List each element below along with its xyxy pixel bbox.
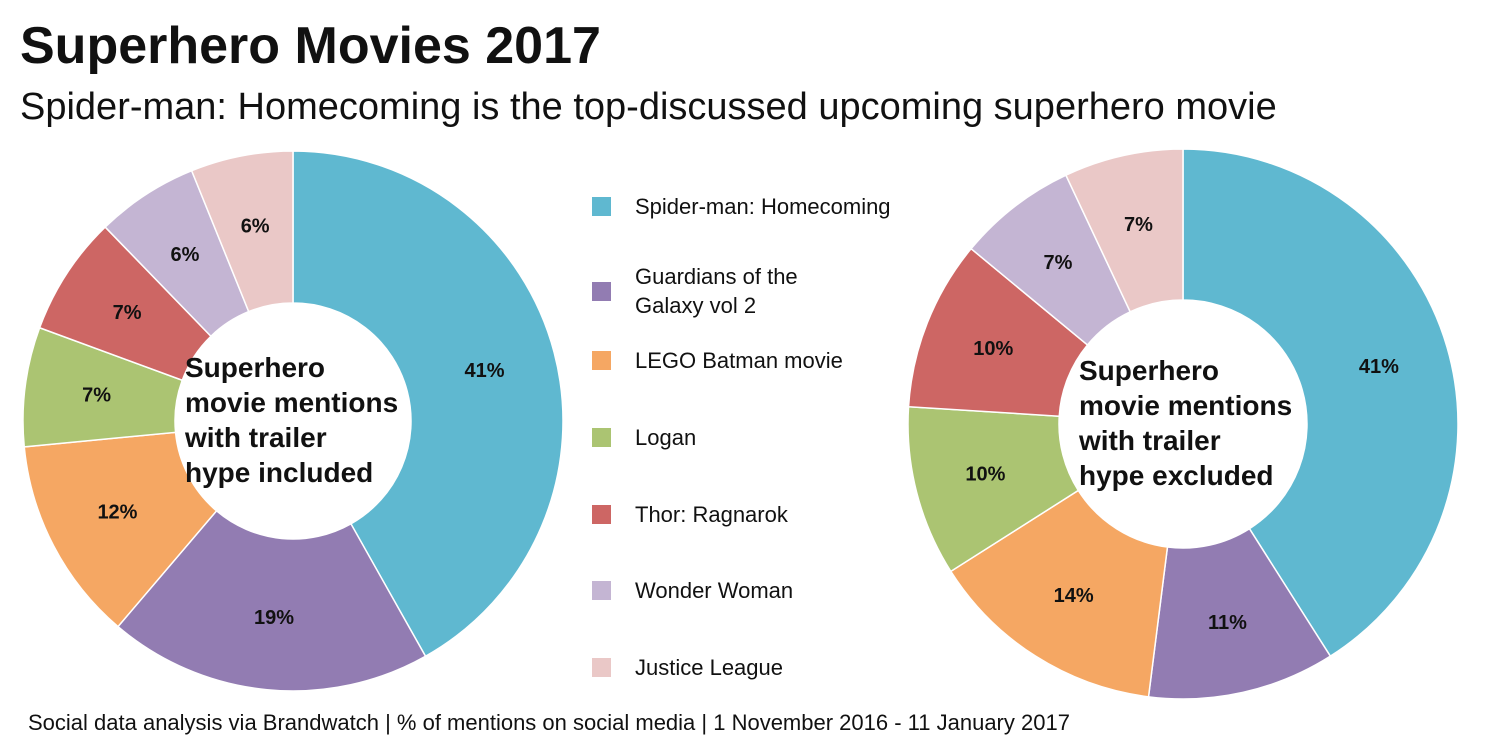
slice-label-guardians-included: 19% bbox=[254, 607, 294, 629]
legend-swatch-spider-man bbox=[592, 197, 611, 216]
slice-guardians-included bbox=[116, 509, 427, 692]
legend-item-spider-man: Spider-man: Homecoming bbox=[592, 192, 891, 221]
legend-item-thor: Thor: Ragnarok bbox=[592, 500, 788, 529]
slice-label-spider-man-excluded: 41% bbox=[1359, 356, 1399, 378]
slice-label-lego-batman-included: 12% bbox=[97, 502, 137, 524]
slice-label-logan-excluded: 10% bbox=[965, 464, 1005, 486]
legend-item-wonder-woman: Wonder Woman bbox=[592, 576, 793, 605]
slice-label-lego-batman-excluded: 14% bbox=[1054, 585, 1094, 607]
donut-chart-trailer-excluded: 41% 11% 14% 10% 10% 7% 7% bbox=[907, 148, 1459, 700]
slice-lego-batman-excluded bbox=[949, 489, 1169, 698]
legend-item-logan: Logan bbox=[592, 423, 696, 452]
slice-spider-man-included bbox=[292, 150, 564, 658]
legend-swatch-wonder-woman bbox=[592, 581, 611, 600]
legend-label-justice-league: Justice League bbox=[635, 655, 783, 680]
slice-justice-league-excluded bbox=[1064, 148, 1184, 313]
slice-justice-league-included bbox=[190, 150, 294, 313]
slice-label-logan-included: 7% bbox=[82, 385, 111, 407]
slice-label-justice-league-included: 6% bbox=[241, 216, 270, 238]
slice-label-thor-excluded: 10% bbox=[973, 338, 1013, 360]
donut-chart-trailer-included: 41% 19% 12% 7% 7% 6% 6% bbox=[22, 150, 564, 692]
slice-label-guardians-excluded: 11% bbox=[1208, 612, 1247, 634]
legend-swatch-justice-league bbox=[592, 658, 611, 677]
legend-swatch-lego-batman bbox=[592, 351, 611, 370]
legend-label-wonder-woman: Wonder Woman bbox=[635, 578, 794, 603]
slice-spider-man-excluded bbox=[1182, 148, 1459, 658]
legend-swatch-thor bbox=[592, 505, 611, 524]
legend-label-thor: Thor: Ragnarok bbox=[635, 502, 788, 527]
slice-label-justice-league-excluded: 7% bbox=[1124, 214, 1153, 236]
legend-swatch-logan bbox=[592, 428, 611, 447]
donut-center-label-included: Superhero movie mentions with trailer hy… bbox=[185, 352, 399, 488]
legend-swatch-guardians bbox=[592, 281, 611, 301]
slice-label-thor-included: 7% bbox=[113, 302, 142, 324]
legend-item-lego-batman: LEGO Batman movie bbox=[592, 346, 843, 375]
legend-label-logan: Logan bbox=[635, 425, 697, 450]
slice-label-wonder-woman-excluded: 7% bbox=[1044, 252, 1073, 274]
source-footnote: Social data analysis via Brandwatch | % … bbox=[28, 710, 1070, 735]
donut-center-label-excluded: Superhero movie mentions with trailer hy… bbox=[1079, 355, 1293, 491]
legend-item-justice-league: Justice League bbox=[592, 653, 783, 682]
slice-label-wonder-woman-included: 6% bbox=[171, 244, 200, 266]
slice-label-spider-man-included: 41% bbox=[465, 360, 505, 382]
legend-item-guardians: Guardians of the Galaxy vol 2 bbox=[592, 262, 798, 320]
legend-label-guardians: Guardians of the Galaxy vol 2 bbox=[635, 264, 798, 318]
chart-title: Superhero Movies 2017 bbox=[20, 17, 601, 75]
legend-label-lego-batman: LEGO Batman movie bbox=[635, 348, 843, 373]
chart-subtitle: Spider-man: Homecoming is the top-discus… bbox=[20, 86, 1277, 128]
slice-lego-batman-included bbox=[23, 431, 218, 628]
legend-label-spider-man: Spider-man: Homecoming bbox=[635, 194, 891, 219]
